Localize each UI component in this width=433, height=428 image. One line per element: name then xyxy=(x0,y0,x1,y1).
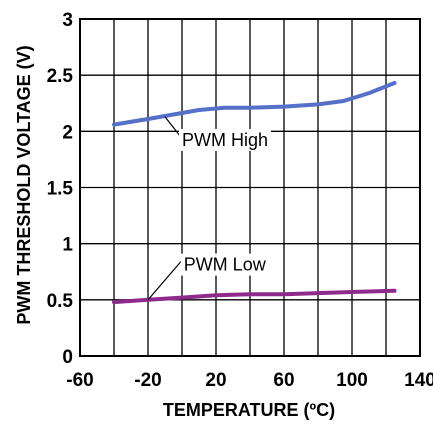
annotation-label-background xyxy=(179,128,272,151)
y-tick-label: 2.5 xyxy=(47,66,74,87)
y-tick-label: 0.5 xyxy=(47,291,74,312)
y-tick-label: 1 xyxy=(62,235,73,256)
annotation-leader xyxy=(147,260,183,301)
annotation-label: PWM Low xyxy=(184,255,267,275)
annotation-label: PWM High xyxy=(182,130,268,150)
y-tick-label: 3 xyxy=(62,10,73,31)
x-tick-label: -60 xyxy=(66,370,93,391)
y-tick-label: 0 xyxy=(62,347,73,368)
series-lines xyxy=(112,81,397,305)
series-line-pwm-high xyxy=(112,81,397,127)
annotations: PWM High PWM Low xyxy=(147,116,272,301)
y-axis-title: PWM THRESHOLD VOLTAGE (V) xyxy=(14,45,34,324)
tick-labels: -60 -20 20 60 100 140 0 0.5 1 1.5 2 2.5 3 xyxy=(47,10,433,391)
y-tick-label: 2 xyxy=(62,122,73,143)
x-tick-label: 140 xyxy=(404,370,433,391)
plot-border xyxy=(79,18,421,357)
plot-frame xyxy=(79,18,421,357)
series-line-pwm-low xyxy=(112,288,397,305)
x-tick-label: -20 xyxy=(134,370,161,391)
x-tick-label: 60 xyxy=(273,370,294,391)
x-tick-label: 20 xyxy=(205,370,226,391)
x-tick-label: 100 xyxy=(336,370,368,391)
gridlines xyxy=(79,18,421,357)
annotation-label-background xyxy=(180,253,270,276)
y-tick-label: 1.5 xyxy=(47,179,74,200)
annotation-leader xyxy=(164,116,181,137)
x-axis-title: TEMPERATURE (ºC) xyxy=(163,400,335,420)
